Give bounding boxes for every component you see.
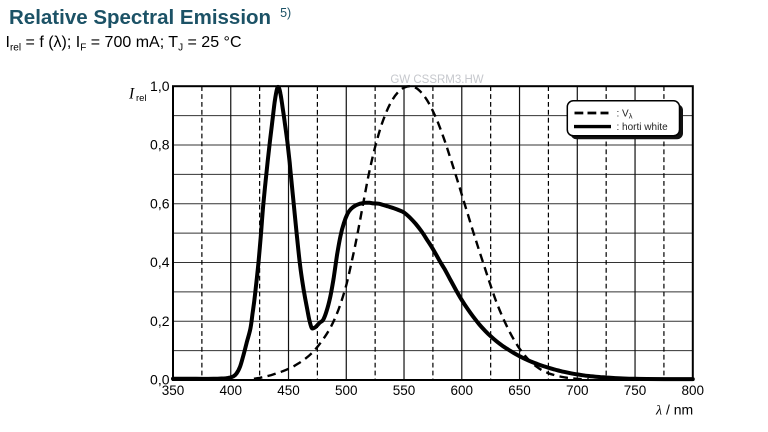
- svg-text:800: 800: [682, 383, 705, 398]
- svg-text:600: 600: [451, 383, 474, 398]
- svg-text:400: 400: [220, 383, 243, 398]
- svg-text:750: 750: [624, 383, 647, 398]
- svg-text:650: 650: [508, 383, 531, 398]
- svg-text:GW CSSRM3.HW: GW CSSRM3.HW: [390, 74, 483, 86]
- svg-text:0,4: 0,4: [150, 254, 170, 270]
- svg-text:0,0: 0,0: [150, 372, 170, 388]
- svg-text:500: 500: [335, 383, 358, 398]
- svg-text:: horti white: : horti white: [617, 122, 669, 133]
- svg-text:I: I: [128, 86, 135, 103]
- svg-text:1,0: 1,0: [150, 78, 170, 94]
- svg-text:λ / nm: λ / nm: [655, 402, 693, 419]
- svg-text:rel: rel: [136, 93, 147, 104]
- svg-text:: Vλ: : Vλ: [617, 109, 633, 121]
- svg-text:700: 700: [566, 383, 589, 398]
- svg-text:450: 450: [277, 383, 300, 398]
- svg-text:0,8: 0,8: [150, 137, 170, 153]
- svg-text:0,2: 0,2: [150, 313, 170, 329]
- svg-text:550: 550: [393, 383, 416, 398]
- svg-text:350: 350: [162, 383, 185, 398]
- svg-text:0,6: 0,6: [150, 195, 170, 211]
